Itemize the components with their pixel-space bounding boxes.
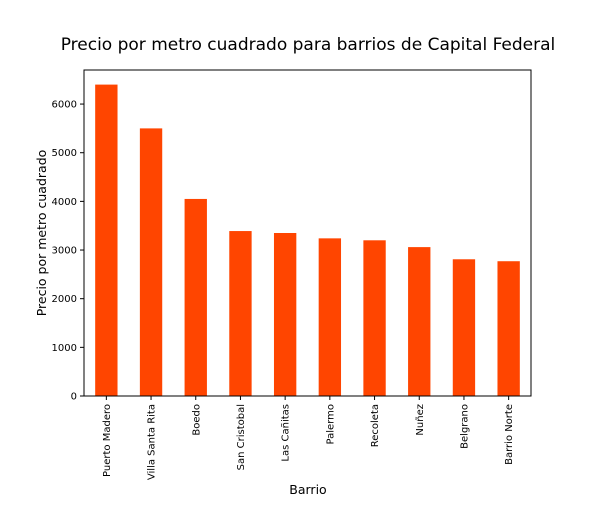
x-tick-label: Barrio Norte <box>504 404 515 465</box>
x-tick-label: Recoleta <box>370 404 381 447</box>
bar <box>363 240 386 396</box>
plot-frame <box>83 69 532 397</box>
bar <box>318 238 342 396</box>
bar <box>497 261 520 396</box>
y-tick-label: 5000 <box>52 148 77 159</box>
y-tick-label: 2000 <box>52 294 77 305</box>
bar <box>273 233 297 396</box>
bar <box>184 198 207 396</box>
y-tick-label: 3000 <box>52 246 77 257</box>
chart-title: Precio por metro cuadrado para barrios d… <box>61 35 556 55</box>
bar <box>408 247 431 396</box>
bar <box>452 259 476 396</box>
plot-area: 0 1000 2000 3000 4000 5000 6000 Puerto Madero Vi… <box>52 84 520 480</box>
y-tick-label: 6000 <box>52 100 77 111</box>
y-tick-label: 4000 <box>52 197 77 208</box>
x-tick-label: Belgrano <box>459 404 470 449</box>
bar <box>229 231 252 396</box>
x-tick-label: Palermo <box>325 404 336 444</box>
y-tick-label: 1000 <box>52 343 77 354</box>
x-tick-label: Boedo <box>191 404 202 436</box>
bar <box>139 128 163 396</box>
x-axis-label: Barrio <box>289 482 326 497</box>
x-tick-label: Puerto Madero <box>102 404 113 477</box>
x-tick-label: Villa Santa Rita <box>147 404 158 480</box>
bar <box>95 84 118 396</box>
y-axis-label: Precio por metro cuadrado <box>34 150 49 317</box>
x-tick-label: Las Cañitas <box>281 404 292 462</box>
y-tick-label: 0 <box>71 392 77 403</box>
x-tick-label: Nuñez <box>415 404 426 436</box>
x-tick-label: San Cristobal <box>236 404 247 470</box>
